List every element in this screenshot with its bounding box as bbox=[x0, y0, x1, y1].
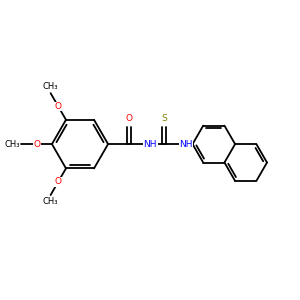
Text: CH₃: CH₃ bbox=[4, 140, 20, 148]
Text: S: S bbox=[161, 113, 167, 122]
Text: CH₃: CH₃ bbox=[43, 197, 58, 206]
Text: O: O bbox=[55, 177, 62, 186]
Text: NH: NH bbox=[144, 140, 157, 148]
Text: O: O bbox=[33, 140, 40, 148]
Text: O: O bbox=[55, 102, 62, 111]
Text: CH₃: CH₃ bbox=[43, 82, 58, 91]
Text: NH: NH bbox=[179, 140, 193, 148]
Text: O: O bbox=[125, 113, 132, 122]
